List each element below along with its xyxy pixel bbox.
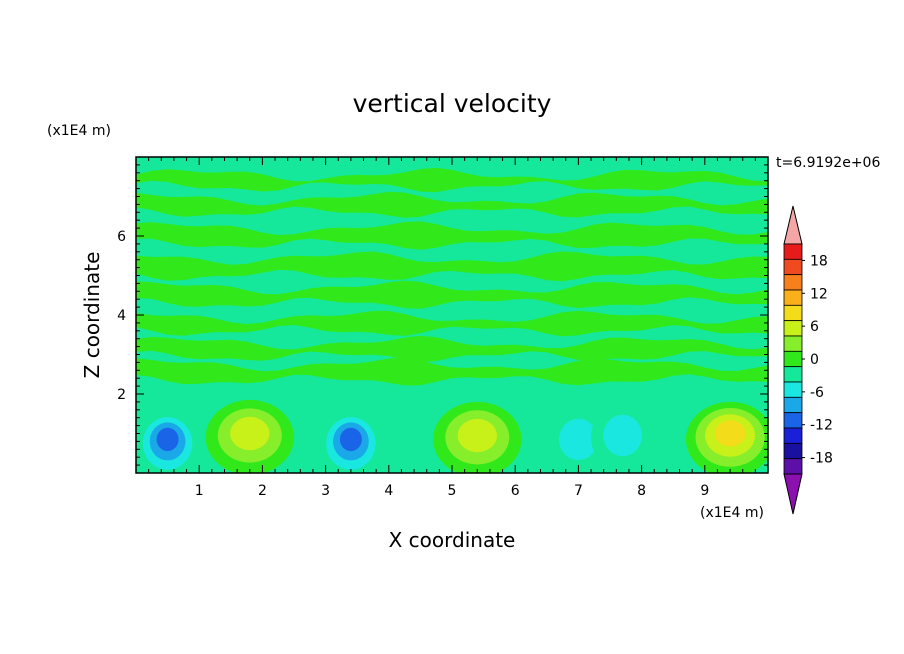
chart-title: vertical velocity: [353, 89, 552, 118]
x-axis-ticks: 1 2 3 4 5 6 7 8 9: [135, 157, 769, 499]
colorbar-segment: [783, 427, 803, 444]
colorbar-bottom-extend: [783, 473, 803, 515]
colorbar-label: -6: [810, 385, 824, 401]
x-tick-label: 9: [700, 483, 709, 499]
contour-band: [136, 251, 768, 282]
colorbar-label: 18: [810, 253, 828, 269]
contour-band: [136, 335, 768, 363]
downdraft-contour: [156, 427, 179, 452]
time-label: t=6.9192e+06: [776, 155, 880, 171]
y-tick-label: 6: [117, 229, 126, 245]
colorbar-label: 12: [810, 286, 828, 302]
colorbar-segment: [783, 243, 803, 260]
y-axis-unit: (x1E4 m): [47, 123, 111, 139]
colorbar-segment: [783, 381, 803, 398]
updraft-contour: [230, 416, 270, 451]
velocity-cells: [136, 399, 768, 473]
colorbar-label: 0: [810, 352, 819, 368]
colorbar: 18 12 6 0 -6 -12 -18: [783, 205, 833, 515]
contour-band: [136, 221, 768, 250]
y-tick-label: 2: [117, 387, 126, 403]
updraft-contour: [457, 418, 497, 453]
contour-band: [136, 310, 768, 337]
y-tick-label: 4: [117, 308, 126, 324]
colorbar-label: 6: [810, 319, 819, 335]
colorbar-segment: [783, 412, 803, 429]
x-tick-label: 6: [511, 483, 520, 499]
colorbar-label: -12: [810, 418, 833, 434]
colorbar-segment: [783, 350, 803, 368]
x-tick-label: 5: [448, 483, 457, 499]
downdraft-contour: [603, 414, 642, 457]
x-axis-unit: (x1E4 m): [700, 505, 764, 521]
y-axis-ticks: 2 4 6: [117, 156, 768, 474]
y-axis-label: Z coordinate: [80, 252, 104, 379]
updraft-contour: [714, 420, 746, 447]
downdraft-contour: [339, 427, 362, 452]
colorbar-segment: [783, 258, 803, 276]
contour-band: [136, 191, 768, 218]
colorbar-segment: [783, 442, 803, 460]
x-tick-label: 4: [384, 483, 393, 499]
colorbar-segment: [783, 320, 803, 337]
colorbar-segment: [783, 274, 803, 291]
colorbar-segment: [783, 396, 803, 414]
x-tick-label: 2: [258, 483, 267, 499]
colorbar-segment: [783, 289, 803, 306]
colorbar-segment: [783, 335, 803, 352]
contour-band: [136, 357, 768, 386]
colorbar-segment: [783, 366, 803, 383]
x-tick-label: 1: [195, 483, 204, 499]
contour-band: [136, 280, 768, 309]
colorbar-segment: [783, 458, 803, 475]
downdraft-contour: [559, 418, 598, 461]
x-axis-label: X coordinate: [389, 528, 516, 552]
x-tick-label: 8: [637, 483, 646, 499]
colorbar-top-extend: [783, 205, 803, 245]
x-tick-label: 7: [574, 483, 583, 499]
colorbar-segment: [783, 304, 803, 322]
contour-band: [136, 167, 768, 193]
x-tick-label: 3: [321, 483, 330, 499]
colorbar-label: -18: [810, 451, 833, 467]
